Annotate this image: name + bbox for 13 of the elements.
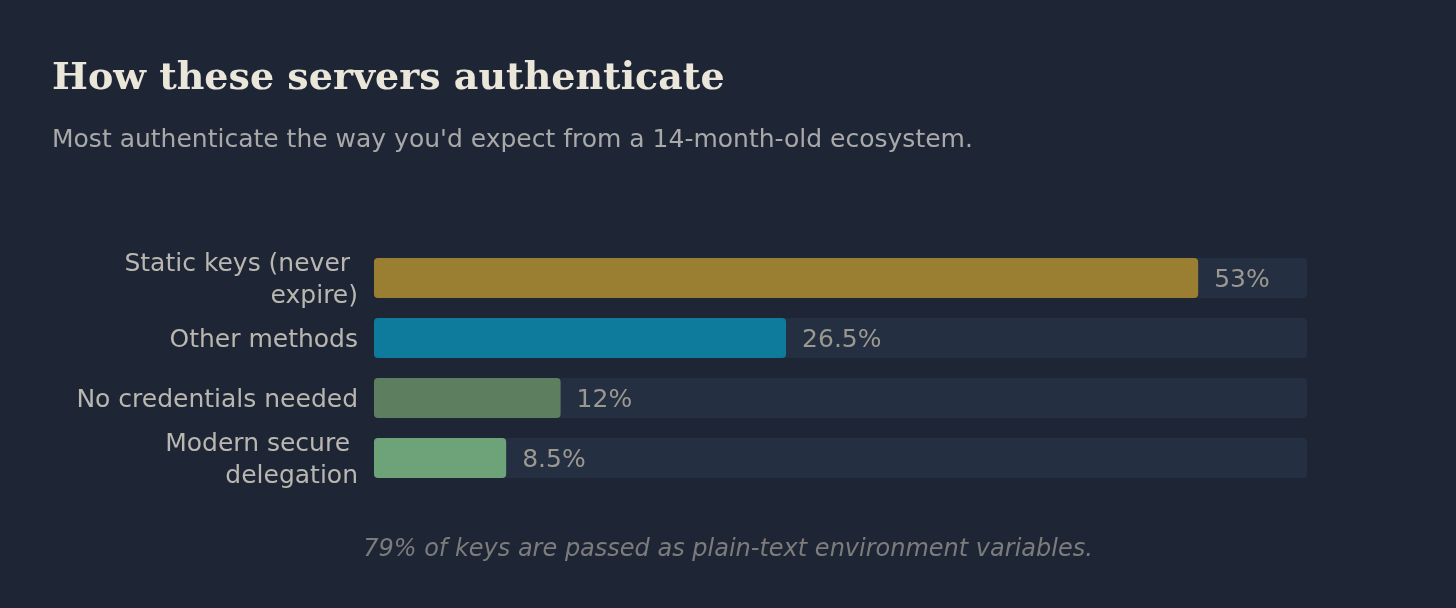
- bar: [374, 378, 561, 418]
- y-tick-label: Static keys (never expire): [124, 247, 358, 309]
- data-label: 8.5%: [522, 443, 586, 473]
- y-tick-label: Modern secure delegation: [165, 427, 358, 489]
- data-label: 53%: [1214, 263, 1270, 293]
- data-label: 12%: [576, 383, 633, 413]
- chart-title: How these servers authenticate: [52, 52, 725, 98]
- bar: [374, 438, 507, 478]
- data-label: 26.5%: [802, 323, 882, 353]
- text: 79% of keys are passed as plain-text environment variables.: [363, 534, 1093, 562]
- y-tick-label: No credentials needed: [76, 383, 358, 413]
- chart-subtitle: Most authenticate the way you'd expect from a 14-month-old ecosystem.: [52, 123, 973, 153]
- y-tick-label: Other methods: [169, 323, 358, 353]
